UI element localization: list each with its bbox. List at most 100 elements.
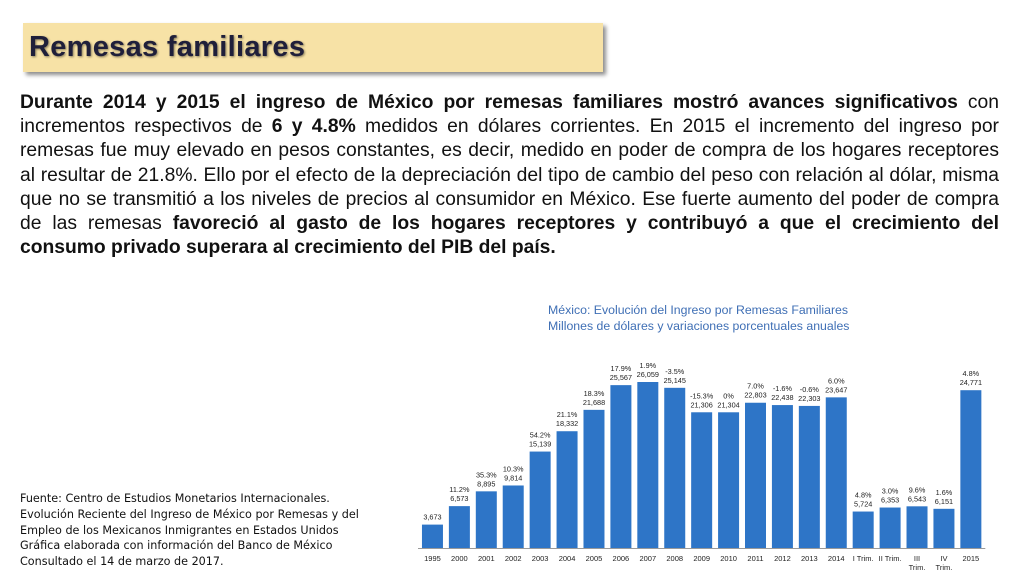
bar-value-label: 6,573 xyxy=(450,494,468,503)
bar-pct-label: 4.8% xyxy=(855,491,872,500)
slide-title: Remesas familiares xyxy=(29,31,306,63)
x-tick-label: 2011 xyxy=(747,554,763,563)
chart-title: México: Evolución del Ingreso por Remesa… xyxy=(548,303,849,317)
x-tick-label-line: Trim. xyxy=(936,563,953,572)
bar-pct-label: 0% xyxy=(723,391,734,400)
source-line: Consultado el 14 de marzo de 2017. xyxy=(20,555,224,569)
bar xyxy=(852,511,874,548)
bar xyxy=(529,451,551,548)
bar-pct-label: 35.3% xyxy=(476,470,497,479)
bar-value-label: 9,814 xyxy=(504,473,522,482)
body-paragraph: Durante 2014 y 2015 el ingreso de México… xyxy=(20,91,999,260)
paragraph-segment: favoreció al gasto de los hogares recept… xyxy=(20,213,999,259)
bar-value-label: 8,895 xyxy=(477,479,495,488)
bar-value-label: 6,543 xyxy=(908,494,926,503)
bar-value-label: 18,332 xyxy=(556,419,578,428)
x-tick-label: 2014 xyxy=(828,554,845,563)
x-tick-label-line: III xyxy=(914,554,920,563)
bar-pct-label: -15.3% xyxy=(690,391,714,400)
bar xyxy=(664,387,686,548)
x-tick-label: 2001 xyxy=(478,554,495,563)
bar xyxy=(745,402,766,548)
bar-value-label: 26,059 xyxy=(637,370,659,379)
bar-pct-label: 9.6% xyxy=(909,485,926,494)
x-tick-label: 2006 xyxy=(613,554,630,563)
x-tick-label: 2009 xyxy=(693,554,710,563)
bar-value-label: 22,803 xyxy=(744,391,766,400)
paragraph-segment: Durante 2014 y 2015 el ingreso de México… xyxy=(20,92,958,113)
bar xyxy=(421,524,443,548)
bar-value-label: 24,771 xyxy=(960,378,982,387)
x-tick-label: 1995 xyxy=(424,554,441,563)
x-tick-label: 2010 xyxy=(720,554,737,563)
bar xyxy=(556,431,578,548)
source-line: Empleo de los Mexicanos Inmigrantes en E… xyxy=(20,523,339,537)
x-tick-label: 2003 xyxy=(532,554,549,563)
source-line: Gráfica elaborada con información del Ba… xyxy=(20,539,333,553)
x-tick-label: 2005 xyxy=(586,554,603,563)
x-tick-label: 2008 xyxy=(666,554,683,563)
x-tick-label: 2002 xyxy=(505,554,522,563)
chart-title-block: México: Evolución del Ingreso por Remesa… xyxy=(548,302,849,334)
bar-value-label: 15,139 xyxy=(529,440,551,449)
bar-value-label: 6,353 xyxy=(881,496,899,505)
x-tick-label: 2000 xyxy=(451,554,468,563)
bar xyxy=(448,506,470,548)
bar xyxy=(637,382,659,548)
x-tick-label-line: IV xyxy=(940,554,947,563)
bar-pct-label: 54.2% xyxy=(530,431,551,440)
bar-pct-label: 4.8% xyxy=(963,369,980,378)
bar xyxy=(771,405,793,548)
x-tick-label: I Trim. xyxy=(853,554,874,563)
bar-value-label: 3,673 xyxy=(423,513,441,522)
bar-pct-label: -0.6% xyxy=(800,385,820,394)
bar-pct-label: 17.9% xyxy=(611,364,632,373)
bar-value-label: 21,688 xyxy=(583,398,605,407)
bar-value-label: 6,151 xyxy=(935,497,953,506)
bar-pct-label: 3.0% xyxy=(882,487,899,496)
bar-pct-label: 6.0% xyxy=(828,376,845,385)
bar-pct-label: 11.2% xyxy=(449,485,470,494)
bar-pct-label: 1.6% xyxy=(936,488,953,497)
source-line: Fuente: Centro de Estudios Monetarios In… xyxy=(20,492,330,505)
bar-pct-label: 7.0% xyxy=(747,382,764,391)
bar xyxy=(475,491,497,548)
paragraph-segment: con incrementos respectivos de xyxy=(20,92,999,138)
bar-pct-label: -1.6% xyxy=(773,384,793,393)
bar xyxy=(583,409,605,548)
x-tick-label: 2015 xyxy=(963,554,980,563)
x-tick-label: 2004 xyxy=(559,554,576,563)
bar-value-label: 25,145 xyxy=(664,376,686,385)
source-note: Fuente: Centro de Estudios Monetarios In… xyxy=(20,491,415,570)
bar xyxy=(906,506,928,548)
bar-value-label: 25,567 xyxy=(610,373,632,382)
bar-value-label: 21,304 xyxy=(717,400,739,409)
bar-pct-label: 1.9% xyxy=(639,361,656,370)
bar xyxy=(933,508,955,548)
bar-value-label: 23,647 xyxy=(825,385,847,394)
bar xyxy=(718,412,740,548)
bar-pct-label: 10.3% xyxy=(503,464,524,473)
bar-value-label: 5,724 xyxy=(854,500,872,509)
bar-pct-label: 21.1% xyxy=(557,410,578,419)
bar-value-label: 22,438 xyxy=(771,393,793,402)
bar xyxy=(798,405,820,548)
bar xyxy=(960,390,982,548)
paragraph-segment: medidos en dólares corrientes. En 2015 e… xyxy=(20,116,999,235)
x-tick-label: 2012 xyxy=(774,554,791,563)
bar xyxy=(879,507,901,548)
x-tick-label-line: Trim. xyxy=(909,563,926,572)
bar xyxy=(502,485,524,548)
chart-subtitle: Millones de dólares y variaciones porcen… xyxy=(548,319,850,333)
slide-title-box: Remesas familiares xyxy=(23,23,603,72)
x-tick-label: IV Trim. xyxy=(936,554,953,572)
paragraph-segment: 6 y 4.8% xyxy=(271,116,356,138)
bar-value-label: 21,306 xyxy=(690,400,712,409)
bar-pct-label: -3.5% xyxy=(665,367,685,376)
x-tick-label: II Trim. xyxy=(879,554,902,563)
bar xyxy=(691,412,713,548)
x-tick-label: 2013 xyxy=(801,554,818,563)
bar-value-label: 22,303 xyxy=(798,394,820,403)
bar-pct-label: 18.3% xyxy=(584,389,605,398)
